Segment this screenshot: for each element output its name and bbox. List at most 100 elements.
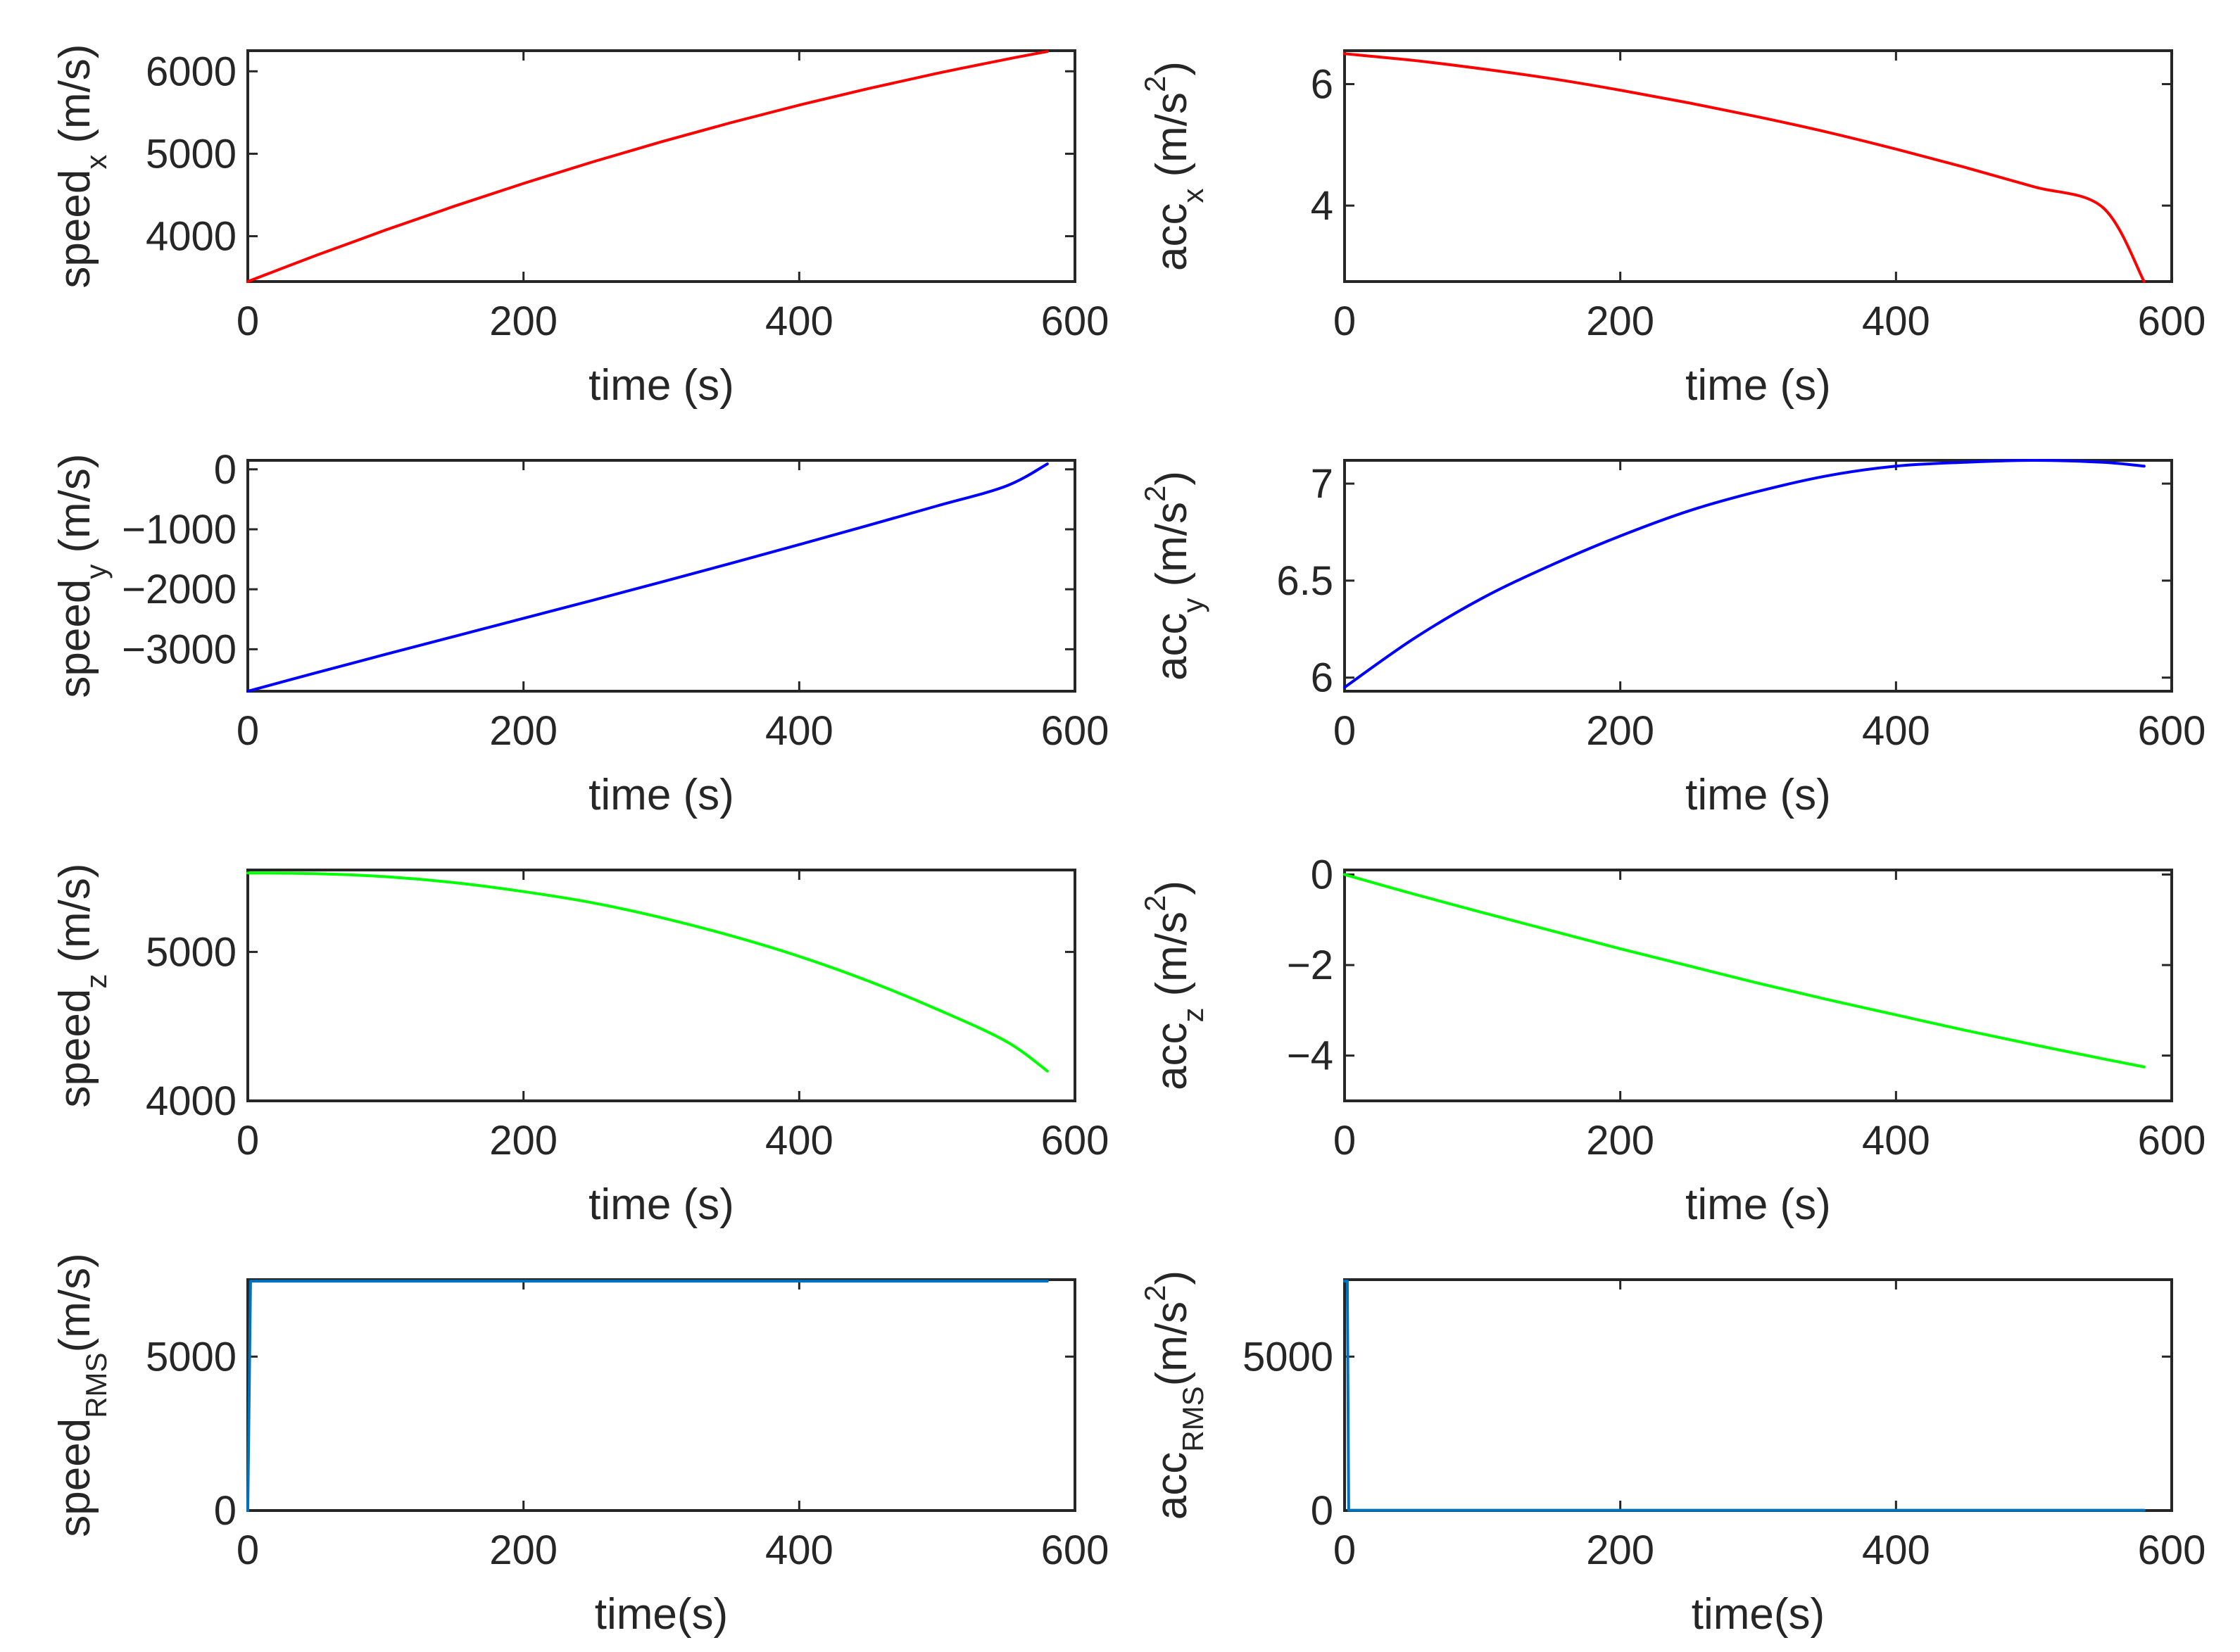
acc-y-ylabel-sup: 2 <box>1138 486 1171 502</box>
speed-z-ylabel-main: speed <box>51 989 99 1108</box>
acc-x-axes-box <box>1343 49 2173 283</box>
speed-y-series-line <box>246 462 1049 693</box>
acc-rms-ylabel-unit: (m/s <box>1147 1301 1196 1387</box>
speed-x-xtick-label: 200 <box>489 298 558 344</box>
speed-x-xtick-label: 0 <box>237 298 259 344</box>
speed-y-xtick-label: 200 <box>489 708 558 754</box>
speed-x-ylabel-sub: x <box>80 155 113 170</box>
speed-z-ylabel-unit-close: ) <box>51 863 99 878</box>
speed-x-xtick-label: 400 <box>765 298 833 344</box>
speed-x-ytick-label: 6000 <box>146 49 237 94</box>
acc-x-ylabel-sup: 2 <box>1138 76 1171 92</box>
acc-z-series-line <box>1343 873 2146 1068</box>
chart-acc-x: 0 200 400 600 4 6 time (s) accx (m/s2) <box>1138 49 2206 410</box>
speed-y-ylabel-main: speed <box>51 579 99 698</box>
acc-z-ylabel: accz (m/s2) <box>1138 881 1209 1090</box>
acc-y-ytick-label: 7 <box>1311 461 1333 507</box>
acc-x-ytick-label: 6 <box>1311 61 1333 107</box>
speed-y-ylabel-unit-close: ) <box>51 453 99 468</box>
acc-y-series-line <box>1343 459 2146 689</box>
acc-x-ytick-label: 4 <box>1311 183 1333 229</box>
acc-y-ylabel-unit-close: ) <box>1147 471 1196 486</box>
speed-rms-xtick-label: 200 <box>489 1527 558 1573</box>
acc-x-xtick-label: 200 <box>1586 298 1654 344</box>
chart-speed-y: 0 200 400 600 −3000 −2000 −1000 0 time (s) speedy… <box>51 447 1109 819</box>
speed-rms-ylabel-main: speed <box>51 1418 99 1537</box>
speed-z-ylabel-unit: (m/s <box>51 878 99 963</box>
speed-x-ylabel-main: speed <box>51 170 99 289</box>
speed-x-ylabel: speedx (m/s) <box>51 44 113 288</box>
speed-rms-ylabel: speedRMS(m/s) <box>51 1253 113 1537</box>
chart-speed-z: 0 200 400 600 4000 5000 time (s) speedz (m/s) <box>51 863 1109 1229</box>
speed-y-ylabel-sub: y <box>80 565 113 579</box>
speed-z-axes-box <box>246 869 1076 1102</box>
speed-z-xtick-label: 0 <box>237 1118 259 1164</box>
speed-rms-series-line <box>246 1280 1049 1512</box>
acc-x-ylabel-unit: (m/s <box>1147 92 1196 177</box>
acc-x-xlabel: time (s) <box>1685 361 1831 410</box>
speed-y-xtick-label: 400 <box>765 708 833 754</box>
speed-x-ylabel-unit-close: ) <box>51 44 99 58</box>
acc-y-ytick-label: 6.5 <box>1276 558 1333 604</box>
acc-rms-ytick-label: 0 <box>1311 1488 1333 1534</box>
speed-x-ytick-label: 5000 <box>146 131 237 177</box>
speed-z-ylabel: speedz (m/s) <box>51 863 113 1107</box>
acc-z-ytick-label: −2 <box>1287 942 1333 988</box>
speed-rms-ylabel-unit: (m/s <box>51 1268 99 1353</box>
speed-z-xtick-label: 400 <box>765 1118 833 1164</box>
chart-speed-rms: 0 200 400 600 0 5000 time(s) speedRMS(m/s) <box>51 1253 1109 1639</box>
acc-rms-ylabel-main: acc <box>1147 1452 1196 1520</box>
acc-z-xtick-label: 600 <box>2138 1118 2206 1164</box>
chart-acc-rms: 0 200 400 600 0 5000 time(s) accRMS(m/s2) <box>1138 1270 2206 1639</box>
acc-x-ylabel-sub: x <box>1176 189 1209 203</box>
speed-x-ytick-label: 4000 <box>146 214 237 260</box>
acc-z-ytick-label: −4 <box>1287 1033 1333 1079</box>
acc-z-xtick-label: 200 <box>1586 1118 1654 1164</box>
acc-z-ylabel-main: acc <box>1147 1023 1196 1090</box>
acc-z-ylabel-sup: 2 <box>1138 895 1171 912</box>
speed-y-ytick-label: −2000 <box>122 567 237 612</box>
acc-y-ylabel-sub: y <box>1176 598 1209 613</box>
speed-rms-ytick-label: 5000 <box>146 1334 237 1380</box>
acc-rms-ylabel-sup: 2 <box>1138 1285 1171 1301</box>
acc-rms-xtick-label: 0 <box>1333 1527 1356 1573</box>
acc-z-ylabel-sub: z <box>1176 1008 1209 1023</box>
acc-y-xtick-label: 0 <box>1333 708 1356 754</box>
acc-rms-xtick-label: 200 <box>1586 1527 1654 1573</box>
speed-z-ytick-label: 5000 <box>146 929 237 975</box>
speed-rms-ytick-label: 0 <box>214 1488 237 1534</box>
speed-y-ylabel: speedy (m/s) <box>51 453 113 698</box>
acc-rms-ylabel-sub: RMS <box>1176 1386 1209 1451</box>
acc-x-ylabel-unit-close: ) <box>1147 61 1196 76</box>
acc-rms-ylabel-unit-close: ) <box>1147 1270 1196 1285</box>
acc-x-ylabel-main: acc <box>1147 203 1196 271</box>
speed-rms-xtick-label: 0 <box>237 1527 259 1573</box>
acc-x-xtick-label: 600 <box>2138 298 2206 344</box>
chart-speed-x: 0 200 400 600 4000 5000 6000 time (s) speedx (m/s… <box>51 44 1109 410</box>
acc-y-ylabel-unit: (m/s <box>1147 502 1196 587</box>
speed-z-xtick-label: 600 <box>1041 1118 1109 1164</box>
speed-z-xlabel: time (s) <box>589 1180 734 1229</box>
speed-x-xlabel: time (s) <box>589 361 734 410</box>
acc-x-ylabel: accx (m/s2) <box>1138 61 1209 271</box>
acc-z-xtick-label: 400 <box>1862 1118 1930 1164</box>
acc-rms-ylabel: accRMS(m/s2) <box>1138 1270 1209 1520</box>
acc-rms-xlabel: time(s) <box>1692 1590 1825 1639</box>
acc-y-axes-box <box>1343 459 2173 693</box>
acc-y-xtick-label: 200 <box>1586 708 1654 754</box>
acc-z-xtick-label: 0 <box>1333 1118 1356 1164</box>
speed-z-ylabel-sub: z <box>80 974 113 989</box>
speed-x-xtick-label: 600 <box>1041 298 1109 344</box>
speed-rms-xtick-label: 600 <box>1041 1527 1109 1573</box>
acc-z-ylabel-unit-close: ) <box>1147 881 1196 895</box>
acc-y-ylabel-main: acc <box>1147 613 1196 681</box>
speed-y-ylabel-unit: (m/s <box>51 468 99 553</box>
speed-z-ytick-label: 4000 <box>146 1078 237 1124</box>
chart-acc-y: 0 200 400 600 6 6.5 7 time (s) accy (m/s2) <box>1138 459 2206 819</box>
acc-y-xtick-label: 600 <box>2138 708 2206 754</box>
chart-acc-z: 0 200 400 600 −4 −2 0 time (s) accz (m/s2) <box>1138 852 2206 1229</box>
acc-y-ytick-label: 6 <box>1311 655 1333 701</box>
speed-y-xtick-label: 600 <box>1041 708 1109 754</box>
speed-rms-ylabel-sub: RMS <box>80 1352 113 1418</box>
